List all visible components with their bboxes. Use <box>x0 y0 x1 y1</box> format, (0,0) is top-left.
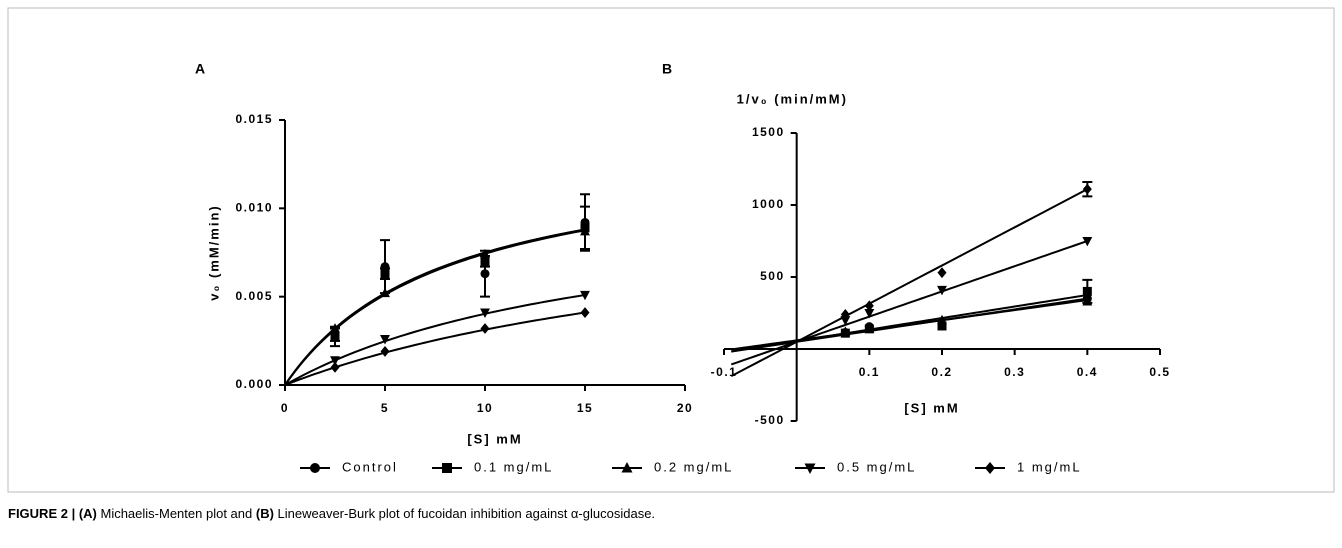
x-tick-label: 5 <box>381 401 389 415</box>
marker <box>480 308 490 318</box>
legend-label: Control <box>342 459 398 474</box>
marker <box>840 309 850 320</box>
legend-marker <box>804 463 816 474</box>
y-tick-label: -500 <box>755 413 785 427</box>
y-tick-label: 1000 <box>752 197 785 211</box>
x-tick-label: 0 <box>281 401 289 415</box>
marker <box>330 332 340 342</box>
legend-marker <box>310 463 320 473</box>
y-tick-label: 1500 <box>752 125 785 139</box>
fit-curve <box>730 188 1088 378</box>
marker <box>580 225 590 236</box>
x-tick-label: 0.3 <box>1004 365 1025 379</box>
marker <box>480 248 490 259</box>
x-tick-label: 0.5 <box>1149 365 1170 379</box>
x-axis-title: [S] mM <box>467 431 522 446</box>
marker <box>1082 286 1092 296</box>
caption-part: FIGURE 2 | (A) <box>8 506 97 521</box>
caption: FIGURE 2 | (A) Michaelis-Menten plot and… <box>8 506 655 521</box>
marker <box>864 300 874 312</box>
x-tick-label: 0.2 <box>931 365 952 379</box>
legend-label: 0.5 mg/mL <box>837 459 916 474</box>
legend-marker <box>985 462 995 474</box>
y-axis-title: v₀ (mM/min) <box>206 204 221 300</box>
x-tick-label: -0.1 <box>711 365 738 379</box>
legend-marker <box>442 463 452 473</box>
caption-part: Lineweaver-Burk plot of fucoidan inhibit… <box>274 506 655 521</box>
legend-entry: 1 mg/mL <box>975 459 1082 474</box>
legend-entry: 0.1 mg/mL <box>432 459 553 474</box>
panel-label: B <box>662 61 672 77</box>
fit-curve <box>731 297 1088 353</box>
x-tick-label: 0.4 <box>1077 365 1098 379</box>
marker <box>937 267 947 279</box>
legend-entry: 0.5 mg/mL <box>795 459 916 474</box>
legend-label: 0.2 mg/mL <box>654 459 733 474</box>
marker <box>1082 236 1093 247</box>
marker <box>1082 296 1093 306</box>
x-axis-title: [S] mM <box>904 400 959 415</box>
legend-entry: Control <box>300 459 398 474</box>
fit-curve <box>284 311 586 386</box>
marker <box>480 269 490 279</box>
marker <box>864 308 875 319</box>
marker <box>580 290 590 301</box>
y-tick-label: 0.015 <box>235 112 273 126</box>
marker <box>480 323 490 334</box>
marker <box>937 285 947 296</box>
marker <box>330 356 340 366</box>
x-tick-label: 20 <box>677 401 693 415</box>
marker <box>840 326 851 336</box>
marker <box>864 323 875 333</box>
legend-label: 1 mg/mL <box>1017 459 1082 474</box>
marker <box>937 314 947 325</box>
x-tick-label: 15 <box>577 401 593 415</box>
marker <box>380 269 390 279</box>
figure-frame <box>7 7 1335 493</box>
marker <box>580 307 590 318</box>
marker <box>480 256 490 266</box>
legend-entry: 0.2 mg/mL <box>612 459 733 474</box>
caption-part: Michaelis-Menten plot and <box>97 506 256 521</box>
marker <box>380 335 390 345</box>
y-axis-title: 1/v₀ (min/mM) <box>737 91 848 106</box>
marker <box>330 361 340 373</box>
y-tick-label: 0.005 <box>235 289 273 303</box>
marker <box>1082 183 1092 195</box>
legend-marker <box>621 462 633 473</box>
y-tick-label: 500 <box>760 269 785 283</box>
marker <box>330 323 340 333</box>
panel-label: A <box>195 61 205 77</box>
caption-part: (B) <box>256 506 274 521</box>
y-tick-label: 0.000 <box>235 377 273 391</box>
marker <box>380 287 390 298</box>
x-tick-label: 10 <box>477 401 493 415</box>
y-tick-label: 0.010 <box>235 201 273 215</box>
x-tick-label: 0.1 <box>859 365 880 379</box>
legend-label: 0.1 mg/mL <box>474 459 553 474</box>
marker <box>380 346 390 357</box>
